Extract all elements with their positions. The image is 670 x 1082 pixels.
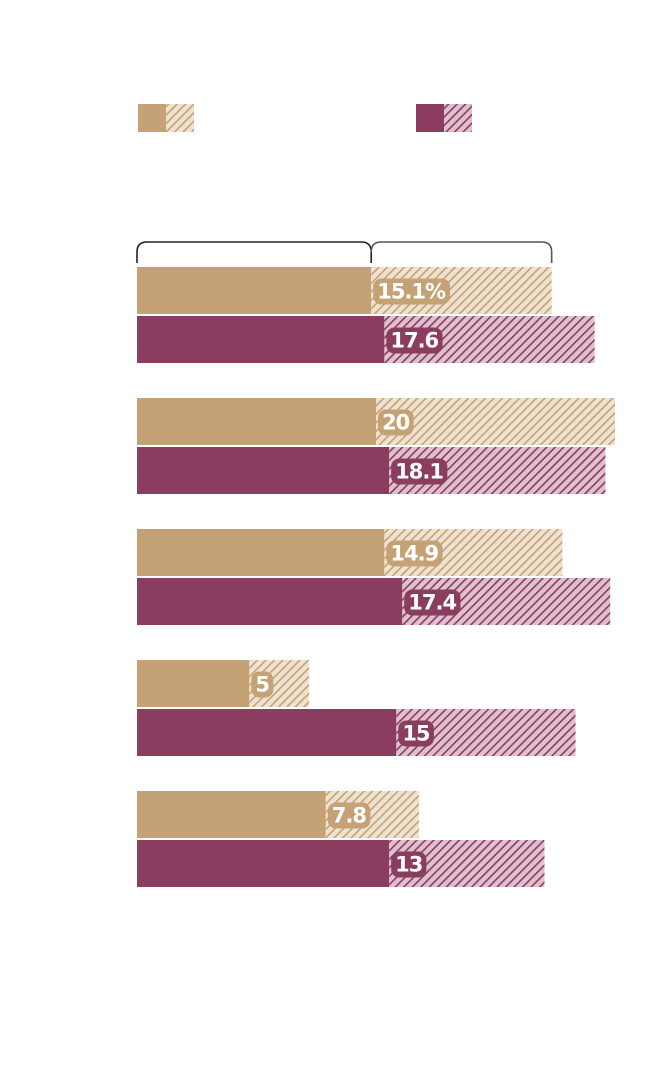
- bracket-annotation: [136, 241, 553, 263]
- data-label-background: [391, 851, 427, 878]
- data-label-background: [386, 327, 443, 354]
- legend-item-series_b: [416, 104, 472, 132]
- bar-solid-series_a: [137, 398, 376, 445]
- data-label-background: [327, 802, 371, 829]
- bracket-hatched-portion: [370, 241, 553, 263]
- data-label: 15: [402, 722, 430, 746]
- data-label-background: [404, 589, 461, 616]
- data-label-background: [378, 409, 414, 436]
- legend: [138, 104, 472, 132]
- bar-group-2: 20 18.1: [137, 398, 615, 494]
- bar-solid-series_a: [137, 791, 326, 838]
- data-label: 15.1%: [377, 280, 446, 304]
- data-label: 7.8: [332, 804, 367, 828]
- data-label: 13: [395, 853, 422, 877]
- data-label: 17.6: [390, 329, 438, 353]
- bar-group-1: 15.1% 17.6: [137, 267, 595, 363]
- legend-swatch-solid: [416, 104, 444, 132]
- data-label: 5: [255, 673, 269, 697]
- bar-solid-series_b: [137, 709, 397, 756]
- data-label: 14.9: [390, 542, 438, 566]
- bar-hatched-series_a: [376, 398, 615, 445]
- legend-swatch-hatched: [444, 104, 472, 132]
- data-label: 18.1: [395, 460, 443, 484]
- data-label-background: [373, 278, 451, 305]
- data-label-background: [391, 458, 448, 485]
- bar-group-3: 14.9 17.4: [137, 529, 611, 625]
- bar-group-4: 5 15: [137, 660, 576, 756]
- data-label-background: [251, 671, 274, 698]
- bar-solid-series_b: [137, 840, 390, 887]
- data-label-background: [398, 720, 434, 747]
- bracket-solid-portion: [136, 241, 373, 263]
- data-label: 20: [382, 411, 410, 435]
- legend-swatch-solid: [138, 104, 166, 132]
- data-label-background: [386, 540, 443, 567]
- legend-swatch-hatched: [166, 104, 194, 132]
- bar-solid-series_b: [137, 447, 390, 494]
- bar-solid-series_a: [137, 267, 372, 314]
- bar-solid-series_b: [137, 578, 403, 625]
- bar-solid-series_b: [137, 316, 385, 363]
- bar-solid-series_a: [137, 529, 385, 576]
- bar-solid-series_a: [137, 660, 250, 707]
- bars: 15.1% 17.6 20 18.1 14.9 17.4 5 15 7.8 13: [137, 267, 615, 887]
- data-label: 17.4: [408, 591, 456, 615]
- bar-group-5: 7.8 13: [137, 791, 545, 887]
- legend-item-series_a: [138, 104, 194, 132]
